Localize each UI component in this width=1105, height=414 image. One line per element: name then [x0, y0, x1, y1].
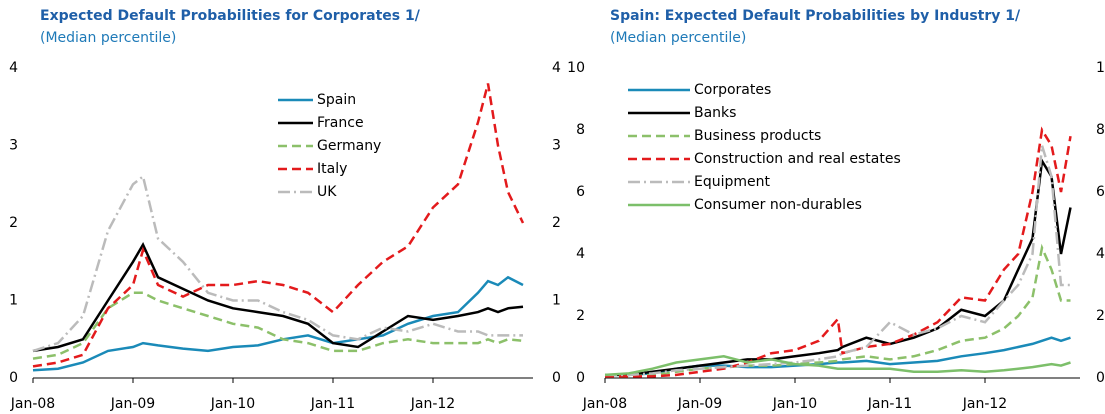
series-line [32, 83, 525, 368]
y-tick-label: 0 [9, 370, 18, 386]
y2-tick-label: 2 [552, 215, 561, 231]
series-line [32, 291, 524, 360]
series-line [605, 145, 1071, 377]
chart-title: Spain: Expected Default Probabilities by… [610, 8, 1021, 24]
series-line [605, 243, 1071, 378]
y2-tick-label: 8 [1096, 122, 1105, 138]
y-tick-label: 2 [576, 308, 585, 324]
y2-tick-label: 4 [552, 60, 561, 76]
y-tick-label: 10 [567, 60, 585, 76]
x-tick-label: Jan-10 [772, 396, 817, 412]
y-tick-label: 1 [9, 293, 18, 309]
x-tick-label: Jan-12 [962, 396, 1007, 412]
series-line [32, 241, 524, 353]
chart-subtitle: (Median percentile) [40, 30, 176, 46]
y-tick-label: 3 [9, 138, 18, 154]
y-tick-label: 8 [576, 122, 585, 138]
y-tick-label: 6 [576, 184, 585, 200]
y2-tick-label: 0 [1096, 370, 1105, 386]
y2-tick-label: 10 [1096, 60, 1105, 76]
y2-tick-label: 0 [552, 370, 561, 386]
chart-title: Expected Default Probabilities for Corpo… [40, 8, 421, 24]
series-line [32, 174, 523, 353]
x-tick-label: Jan-08 [10, 396, 55, 412]
y-tick-label: 0 [576, 370, 585, 386]
series-line [605, 157, 1072, 377]
x-tick-label: Jan-12 [410, 396, 455, 412]
legend-label: Italy [317, 161, 347, 177]
legend-label: Consumer non-durables [694, 197, 862, 213]
y-tick-label: 4 [9, 60, 18, 76]
legend-label: France [317, 115, 364, 131]
y2-tick-label: 4 [1096, 246, 1105, 262]
legend-label: Equipment [694, 174, 771, 190]
x-tick-label: Jan-09 [110, 396, 155, 412]
y2-tick-label: 1 [552, 293, 561, 309]
y-tick-label: 2 [9, 215, 18, 231]
y2-tick-label: 2 [1096, 308, 1105, 324]
series-line [32, 275, 524, 372]
legend-label: Business products [694, 128, 821, 144]
legend-label: Corporates [694, 82, 771, 98]
x-tick-label: Jan-08 [582, 396, 627, 412]
legend-label: Germany [317, 138, 381, 154]
y-tick-label: 4 [576, 246, 585, 262]
y2-tick-label: 3 [552, 138, 561, 154]
x-tick-label: Jan-11 [310, 396, 355, 412]
x-tick-label: Jan-10 [210, 396, 255, 412]
x-tick-label: Jan-09 [677, 396, 722, 412]
legend-label: Banks [694, 105, 736, 121]
series-line [604, 355, 1071, 377]
legend-label: Construction and real estates [694, 151, 901, 167]
y2-tick-label: 6 [1096, 184, 1105, 200]
x-tick-label: Jan-11 [867, 396, 912, 412]
legend-label: Spain [317, 92, 356, 108]
chart-subtitle: (Median percentile) [610, 30, 746, 46]
series-line [605, 126, 1072, 378]
legend-label: UK [317, 184, 337, 200]
